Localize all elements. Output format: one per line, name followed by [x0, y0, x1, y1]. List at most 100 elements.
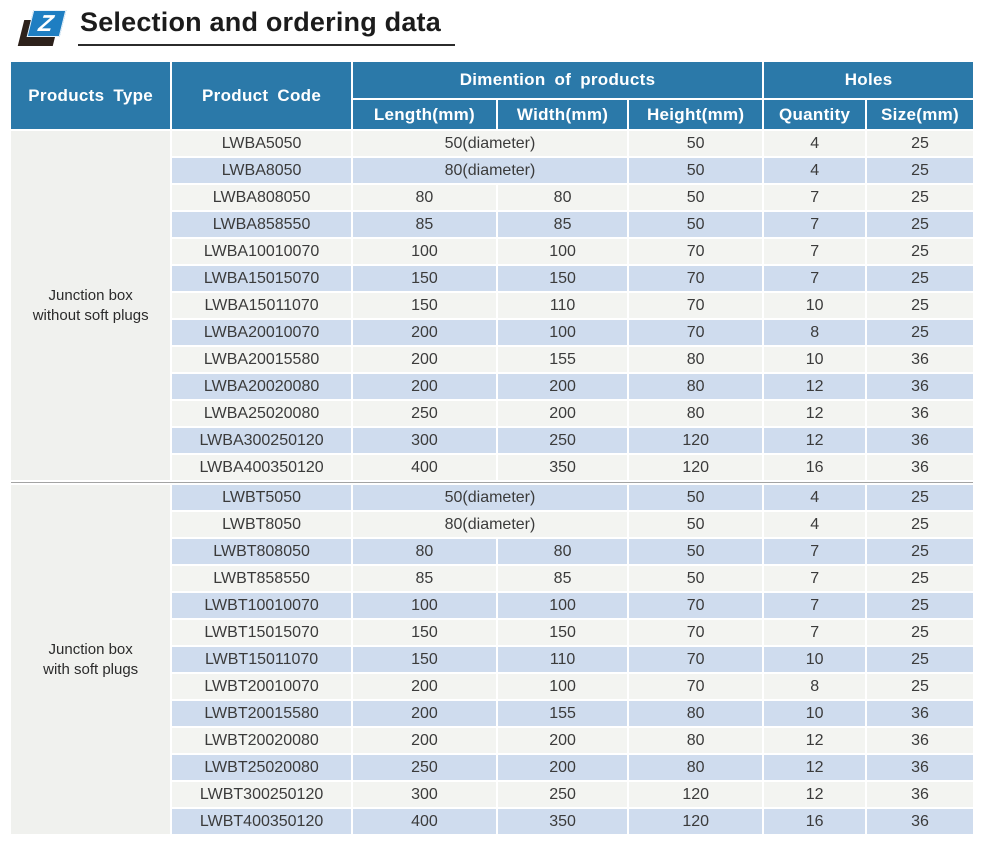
- quantity-cell: 4: [764, 485, 866, 510]
- size-cell: 36: [867, 701, 973, 726]
- table-row: LWBT15011070 150 110 70 10 25: [11, 647, 973, 672]
- width-cell: 100: [498, 239, 628, 264]
- length-cell: 150: [352, 266, 497, 291]
- height-cell: 80: [629, 374, 763, 399]
- header-row-groups: Products Type Product Code Dimention of …: [11, 62, 973, 129]
- quantity-cell: 16: [764, 455, 866, 480]
- quantity-cell: 12: [764, 401, 866, 426]
- length-cell: 100: [352, 593, 497, 618]
- size-cell: 36: [867, 809, 973, 834]
- brand-logo-icon: Z: [17, 5, 68, 51]
- table-row: LWBT858550 85 85 50 7 25: [11, 566, 973, 591]
- height-cell: 80: [629, 728, 763, 753]
- width-cell: 350: [498, 809, 628, 834]
- product-group-1: Junction box without soft plugs LWBA5050 50…: [11, 131, 973, 480]
- height-cell: 120: [629, 782, 763, 807]
- length-cell: 80: [352, 185, 497, 210]
- size-cell: 25: [867, 512, 973, 537]
- quantity-cell: 7: [764, 593, 866, 618]
- width-cell: 100: [498, 593, 628, 618]
- size-cell: 25: [867, 185, 973, 210]
- length-width-merged-cell: 50(diameter): [352, 485, 628, 510]
- table-row: LWBT20015580 200 155 80 10 36: [11, 701, 973, 726]
- height-cell: 50: [629, 566, 763, 591]
- col-header-size: Size(mm): [867, 100, 973, 129]
- width-cell: 80: [498, 539, 628, 564]
- length-width-merged-cell: 50(diameter): [352, 131, 628, 156]
- length-cell: 200: [352, 374, 497, 399]
- length-width-merged-cell: 80(diameter): [352, 512, 628, 537]
- table-row: LWBT20010070 200 100 70 8 25: [11, 674, 973, 699]
- quantity-cell: 7: [764, 266, 866, 291]
- col-header-height: Height(mm): [629, 100, 763, 129]
- height-cell: 70: [629, 266, 763, 291]
- product-code-cell: LWBA5050: [172, 131, 351, 156]
- width-cell: 85: [498, 566, 628, 591]
- product-code-cell: LWBA15011070: [172, 293, 351, 318]
- height-cell: 120: [629, 455, 763, 480]
- col-header-quantity: Quantity: [764, 100, 866, 129]
- width-cell: 110: [498, 293, 628, 318]
- length-cell: 200: [352, 701, 497, 726]
- table-row: LWBA400350120 400 350 120 16 36: [11, 455, 973, 480]
- col-header-product-code: Product Code: [172, 62, 351, 129]
- height-cell: 80: [629, 701, 763, 726]
- quantity-cell: 12: [764, 782, 866, 807]
- products-type-line1: Junction box: [48, 286, 133, 304]
- length-width-merged-cell: 80(diameter): [352, 158, 628, 183]
- product-code-cell: LWBT20010070: [172, 674, 351, 699]
- products-type-cell: Junction box with soft plugs: [11, 485, 171, 834]
- length-cell: 250: [352, 755, 497, 780]
- length-cell: 200: [352, 728, 497, 753]
- quantity-cell: 12: [764, 755, 866, 780]
- width-cell: 150: [498, 620, 628, 645]
- height-cell: 50: [629, 185, 763, 210]
- products-type-line2: with soft plugs: [43, 660, 139, 678]
- product-code-cell: LWBT5050: [172, 485, 351, 510]
- width-cell: 155: [498, 347, 628, 372]
- product-code-cell: LWBA8050: [172, 158, 351, 183]
- quantity-cell: 7: [764, 539, 866, 564]
- length-cell: 200: [352, 320, 497, 345]
- size-cell: 25: [867, 674, 973, 699]
- size-cell: 25: [867, 620, 973, 645]
- size-cell: 25: [867, 320, 973, 345]
- width-cell: 250: [498, 428, 628, 453]
- size-cell: 25: [867, 566, 973, 591]
- product-code-cell: LWBA808050: [172, 185, 351, 210]
- quantity-cell: 10: [764, 701, 866, 726]
- logo-z-icon: Z: [26, 10, 67, 37]
- table-row: LWBT8050 80(diameter) 50 4 25: [11, 512, 973, 537]
- quantity-cell: 7: [764, 212, 866, 237]
- length-cell: 150: [352, 293, 497, 318]
- height-cell: 120: [629, 428, 763, 453]
- product-code-cell: LWBT10010070: [172, 593, 351, 618]
- length-cell: 300: [352, 428, 497, 453]
- quantity-cell: 7: [764, 620, 866, 645]
- table-row: Junction box with soft plugs LWBT5050 50(di…: [11, 485, 973, 834]
- height-cell: 70: [629, 647, 763, 672]
- table-row: LWBT15015070 150 150 70 7 25: [11, 620, 973, 645]
- product-code-cell: LWBA400350120: [172, 455, 351, 480]
- height-cell: 50: [629, 512, 763, 537]
- size-cell: 25: [867, 131, 973, 156]
- quantity-cell: 8: [764, 674, 866, 699]
- product-code-cell: LWBT8050: [172, 512, 351, 537]
- size-cell: 25: [867, 266, 973, 291]
- length-cell: 200: [352, 674, 497, 699]
- quantity-cell: 12: [764, 728, 866, 753]
- width-cell: 85: [498, 212, 628, 237]
- length-cell: 100: [352, 239, 497, 264]
- quantity-cell: 10: [764, 647, 866, 672]
- product-code-cell: LWBA300250120: [172, 428, 351, 453]
- width-cell: 200: [498, 374, 628, 399]
- quantity-cell: 10: [764, 293, 866, 318]
- quantity-cell: 4: [764, 512, 866, 537]
- table-row: LWBA8050 80(diameter) 50 4 25: [11, 158, 973, 183]
- width-cell: 110: [498, 647, 628, 672]
- product-code-cell: LWBA20015580: [172, 347, 351, 372]
- product-code-cell: LWBT808050: [172, 539, 351, 564]
- size-cell: 25: [867, 647, 973, 672]
- products-type-cell: Junction box without soft plugs: [11, 131, 171, 480]
- height-cell: 50: [629, 158, 763, 183]
